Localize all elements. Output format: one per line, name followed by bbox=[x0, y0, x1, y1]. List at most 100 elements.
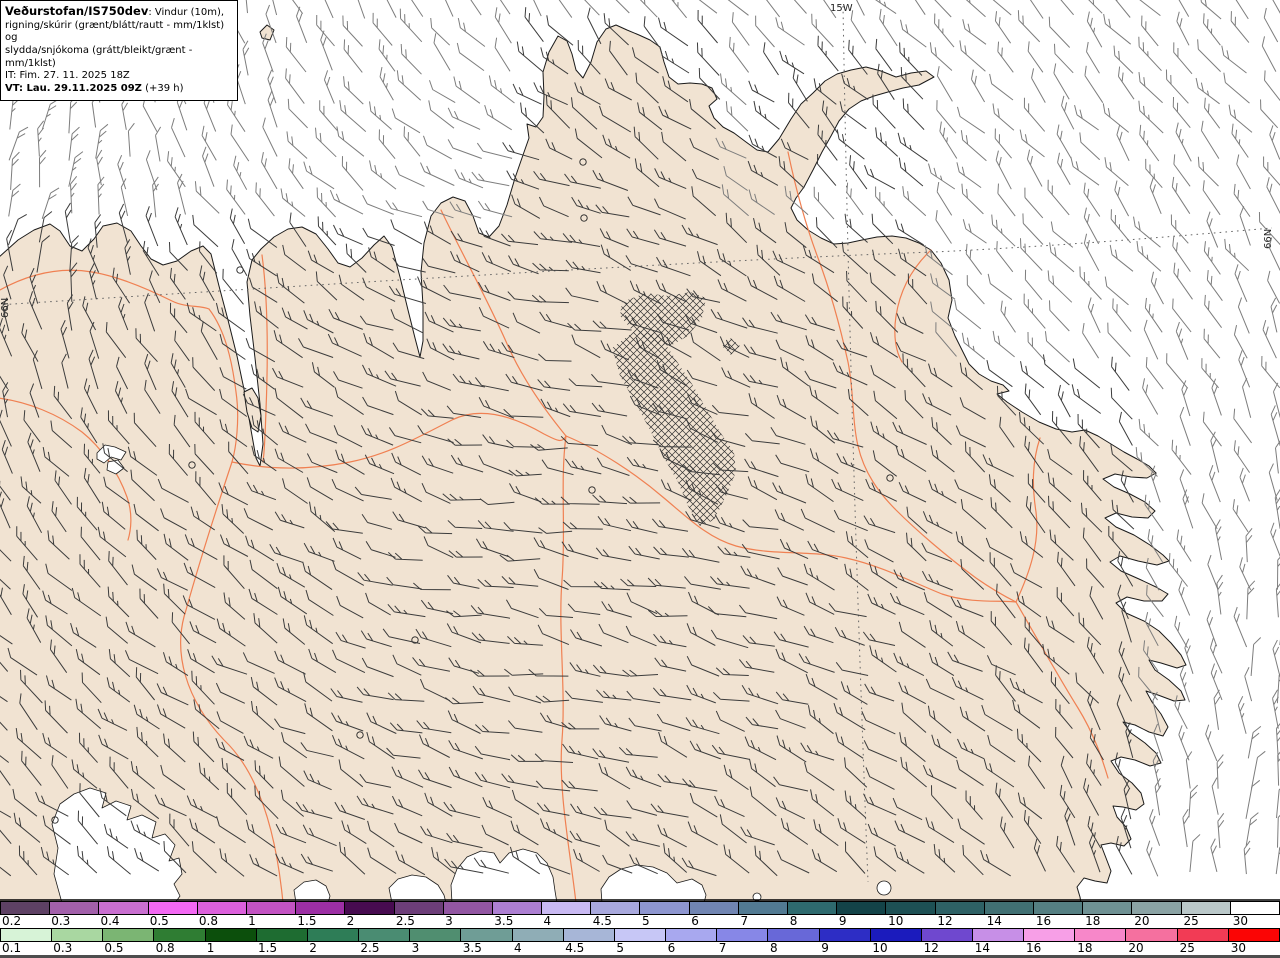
wind-barb bbox=[987, 735, 1016, 763]
wind-barb bbox=[686, 684, 716, 704]
wind-barb bbox=[538, 353, 572, 362]
wind-barb bbox=[0, 616, 13, 645]
wind-barb bbox=[187, 649, 215, 674]
wind-barb bbox=[925, 817, 955, 844]
wind-barb bbox=[714, 514, 745, 533]
wind-barb bbox=[817, 35, 839, 72]
wind-barb bbox=[574, 82, 601, 105]
wind-barb bbox=[108, 648, 131, 678]
wind-barb bbox=[1247, 725, 1262, 759]
wind-barb bbox=[898, 481, 927, 503]
wind-barb bbox=[278, 422, 307, 443]
wind-barb bbox=[1272, 689, 1279, 729]
wind-barb bbox=[130, 761, 155, 790]
wind-barb bbox=[45, 563, 73, 591]
wind-barb bbox=[697, 251, 722, 277]
wind-barb bbox=[565, 690, 603, 703]
wind-barb bbox=[304, 703, 333, 732]
wind-barb bbox=[931, 417, 952, 446]
wind-barb bbox=[0, 794, 12, 818]
wind-barb bbox=[1239, 206, 1251, 246]
wind-barb bbox=[390, 309, 424, 334]
wind-barb bbox=[478, 397, 515, 419]
wind-barb bbox=[832, 362, 868, 386]
wind-barb bbox=[961, 332, 986, 360]
wind-barb bbox=[775, 339, 805, 361]
precip-legend: 0.2 0.3 0.4 0.5 0.8 1 1.5 2 2.5 3 3.5 4 4.5 5 6 7 8 9 10 12… bbox=[0, 901, 1280, 958]
legend-segment bbox=[205, 929, 257, 941]
wind-barb bbox=[663, 843, 688, 873]
wind-barb bbox=[742, 519, 779, 530]
wind-barb bbox=[900, 756, 927, 788]
wind-barb bbox=[168, 241, 188, 271]
wind-barb bbox=[661, 131, 687, 162]
wind-barb bbox=[447, 107, 481, 130]
wind-barb bbox=[893, 652, 925, 677]
wind-barb bbox=[533, 231, 573, 243]
wind-barb bbox=[68, 151, 84, 187]
wind-barb bbox=[689, 740, 721, 760]
wind-barb bbox=[715, 667, 749, 676]
wind-barb bbox=[685, 511, 720, 529]
wind-barb bbox=[298, 338, 334, 358]
wind-barb bbox=[378, 39, 396, 72]
wind-barb bbox=[89, 263, 97, 300]
wind-barb bbox=[991, 214, 1016, 247]
legend-segment bbox=[307, 929, 360, 941]
wind-barb bbox=[935, 210, 952, 244]
wind-barb bbox=[387, 551, 423, 561]
wind-barb bbox=[303, 310, 334, 334]
wind-barb bbox=[242, 393, 276, 416]
wind-barb bbox=[447, 438, 483, 446]
wind-barb bbox=[875, 300, 899, 333]
wind-barb bbox=[447, 139, 482, 159]
wind-barb bbox=[634, 158, 660, 188]
wind-barb bbox=[311, 362, 335, 388]
wind-barb bbox=[1079, 132, 1101, 161]
wind-barb bbox=[303, 672, 333, 702]
wind-barb bbox=[989, 73, 1014, 101]
wind-barb bbox=[45, 615, 73, 647]
wind-barb bbox=[564, 458, 602, 475]
wind-barb bbox=[656, 359, 688, 387]
wind-barb bbox=[840, 681, 868, 705]
wind-barb bbox=[805, 473, 834, 503]
legend-segment bbox=[738, 902, 788, 914]
wind-barb bbox=[721, 184, 749, 217]
wind-barb bbox=[149, 270, 161, 304]
wind-barb bbox=[921, 570, 953, 591]
wind-barb bbox=[20, 476, 42, 504]
legend-segment bbox=[1177, 929, 1229, 941]
wind-barb bbox=[1211, 378, 1222, 416]
legend-tick-label: 2 bbox=[309, 941, 317, 955]
wind-barb bbox=[805, 335, 834, 361]
wind-barb bbox=[1010, 563, 1043, 589]
wind-barb bbox=[426, 338, 455, 361]
wind-barb bbox=[1262, 319, 1277, 359]
wind-barb bbox=[1121, 601, 1132, 643]
wind-barb bbox=[339, 841, 366, 875]
wind-barb bbox=[202, 146, 215, 187]
wind-barb bbox=[305, 423, 338, 444]
wind-barb bbox=[864, 165, 896, 190]
wind-barb bbox=[1204, 97, 1221, 129]
wind-barb bbox=[772, 482, 807, 504]
wind-barb bbox=[538, 196, 569, 218]
wind-barb bbox=[1089, 586, 1104, 620]
wind-barb bbox=[417, 525, 453, 535]
wind-barb bbox=[800, 742, 835, 761]
wind-barb bbox=[960, 558, 985, 590]
wind-barb bbox=[567, 603, 601, 615]
wind-barb bbox=[587, 7, 602, 45]
wind-barb bbox=[599, 105, 632, 133]
legend-tick-label: 12 bbox=[937, 914, 953, 928]
wind-barb bbox=[1080, 502, 1103, 533]
wind-barb bbox=[20, 669, 43, 704]
wind-barb bbox=[561, 722, 600, 730]
wind-barb bbox=[1118, 411, 1133, 446]
wind-barb bbox=[478, 306, 510, 329]
wind-barb bbox=[996, 241, 1014, 273]
wind-barb bbox=[598, 763, 631, 790]
wind-barb bbox=[1077, 413, 1100, 449]
wind-barb bbox=[499, 554, 541, 562]
